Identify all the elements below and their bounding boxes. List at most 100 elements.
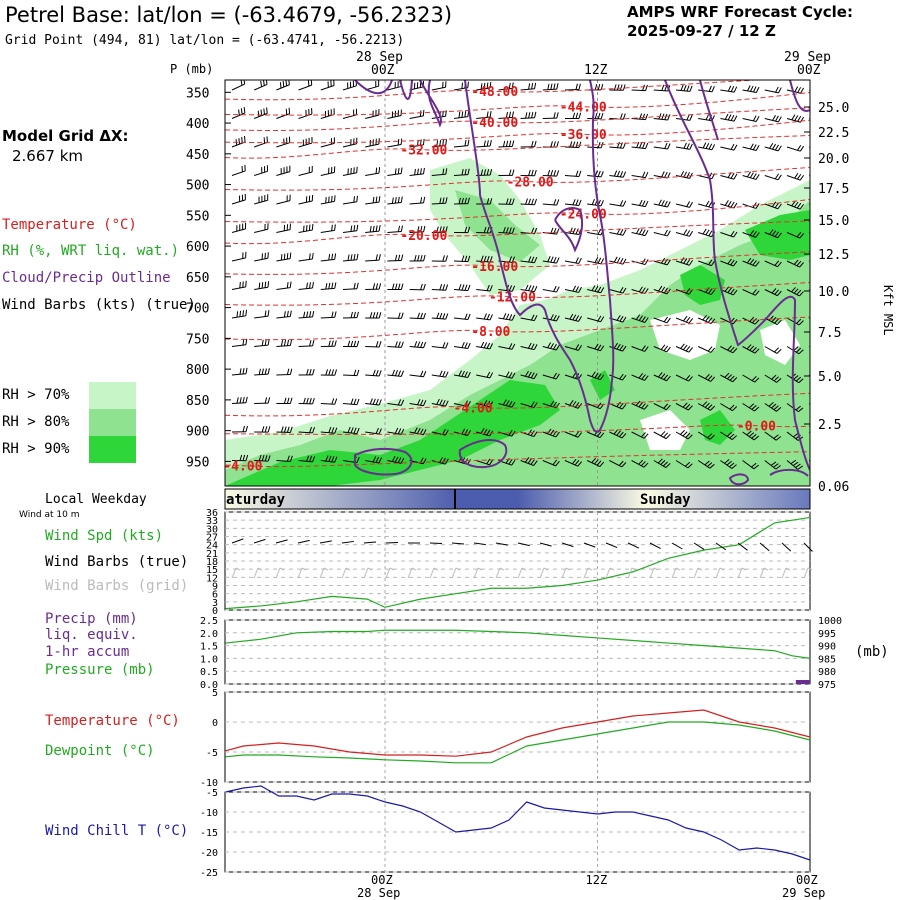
wind-barb <box>653 344 671 353</box>
pressure-tick-label: 600 <box>186 240 209 255</box>
precip-accum-label: 1-hr accum <box>45 644 130 660</box>
wind-barb <box>387 225 404 233</box>
wind-barb <box>653 316 671 324</box>
surface-wind-barb <box>715 542 727 551</box>
wind-barb <box>631 228 649 237</box>
wind-barb <box>342 166 358 176</box>
wind-barb <box>476 341 494 350</box>
surface-wind-barb-grid <box>275 567 285 579</box>
wind-barb <box>764 114 782 123</box>
wind-barb <box>476 140 492 148</box>
temperature-contour-label: -16.00 <box>471 260 518 275</box>
temperature-label: Temperature (°C) <box>45 713 180 729</box>
wind-barb <box>476 255 493 263</box>
wind-barb <box>298 397 315 405</box>
temperature-contour-label: -4.00 <box>223 460 262 475</box>
wind-barb <box>476 111 492 119</box>
wind-barb <box>254 165 269 176</box>
surface-wind-barb-grid <box>605 567 615 579</box>
wind-barb <box>742 403 760 412</box>
top-tick-12z: 12Z <box>584 63 608 78</box>
surface-wind-barb <box>473 542 486 546</box>
wind-barb <box>808 232 810 234</box>
pressure-tick-label: 650 <box>186 271 209 286</box>
wind-barb <box>587 257 605 265</box>
surface-wind-barb-grid <box>693 567 703 579</box>
y-tick-label: -5 <box>206 788 218 799</box>
wind-barb <box>365 196 381 205</box>
wind-barb <box>276 426 293 434</box>
model-grid-value: 2.667 km <box>12 147 84 165</box>
y-tick-label: 36 <box>206 508 218 519</box>
wind-barb <box>697 401 715 411</box>
wind-barb <box>498 226 515 234</box>
wind-barb <box>365 167 381 176</box>
wind-barb <box>231 396 248 404</box>
wind-barb <box>542 112 559 119</box>
wind-chill-label: Wind Chill T (°C) <box>45 823 189 839</box>
wind-barb <box>631 286 649 295</box>
wind-barb <box>564 112 582 120</box>
wind-barb <box>742 430 760 441</box>
surface-wind-barb <box>671 542 683 550</box>
wind-barb <box>431 197 448 205</box>
wind-barb <box>276 194 291 205</box>
pressure-tick-label: 700 <box>186 302 209 317</box>
wind-barb <box>453 284 471 292</box>
wind-barb <box>764 229 782 239</box>
wind-chill-panel: -5 -10 -15 -20 -25 <box>200 785 811 879</box>
y-tick-label: 0.5 <box>200 667 218 678</box>
wind-barb <box>742 230 760 238</box>
cross-section-panel: -48.00 -44.00 -40.00 -36.00 -32.00 -28.00 -24.… <box>186 79 895 495</box>
top-tick-00z: 00Z <box>371 63 395 78</box>
wind-barb <box>498 111 514 119</box>
wind-barb <box>320 166 336 176</box>
wind-barb <box>786 200 805 210</box>
wind-barb <box>764 374 782 383</box>
wind-barb <box>431 168 448 176</box>
wind-barb <box>653 372 671 382</box>
surface-wind-barb-grid <box>451 567 461 579</box>
wind-barb <box>276 455 293 462</box>
wind-barb <box>342 340 360 348</box>
wind-barb <box>342 195 358 205</box>
surface-wind-barb-grid <box>231 567 241 579</box>
wind-barb <box>387 196 403 205</box>
y-tick-label: -20 <box>200 848 218 859</box>
wind-barb <box>276 165 291 176</box>
temperature-panel: 5 0 -5 -10 <box>200 688 811 789</box>
wind-barb <box>453 370 471 379</box>
wind-barb <box>298 339 315 347</box>
bottom-tick-12z: 12Z <box>586 873 608 887</box>
surface-wind-barb <box>253 538 266 544</box>
wind-barb <box>320 282 337 290</box>
wind-barb <box>498 198 515 205</box>
surface-wind-barb <box>275 539 288 544</box>
top-tick-00z-end: 00Z <box>797 63 821 78</box>
wind-barb <box>609 342 627 352</box>
wind-barb <box>742 257 760 267</box>
wind-barb <box>720 230 738 238</box>
wind-barb <box>631 141 649 150</box>
cloud-outline-2 <box>554 207 584 253</box>
height-tick-label: 5.0 <box>818 370 841 385</box>
wind-barb <box>586 457 605 468</box>
surface-wind-barb <box>363 541 376 544</box>
wind-barb <box>786 172 805 181</box>
surface-wind-barb <box>539 542 552 547</box>
surface-wind-barb <box>517 542 530 547</box>
rh-swatch-90 <box>89 436 136 463</box>
temperature-contour <box>225 119 810 144</box>
wind-barb <box>365 427 382 435</box>
wind-barb <box>609 228 627 236</box>
wind-barb <box>564 199 582 206</box>
wind-barb <box>320 80 335 91</box>
wind-barb <box>342 426 360 435</box>
forecast-cycle-value: 2025-09-27 / 12 Z <box>627 22 776 40</box>
wind-barb <box>764 460 781 470</box>
wind-barb <box>742 115 760 122</box>
wind-barb <box>631 84 648 92</box>
wind-barb <box>675 429 693 440</box>
